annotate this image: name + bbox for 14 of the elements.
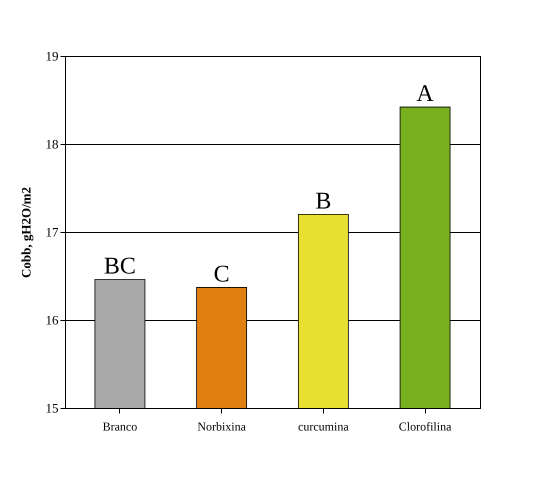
- x-tick-label: Norbixina: [197, 420, 247, 434]
- annotation: BC: [104, 254, 136, 280]
- y-axis-title: Cobb, gH2O/m2: [18, 186, 34, 278]
- x-tick-label: Clorofilina: [398, 420, 452, 434]
- annotation: A: [416, 81, 434, 108]
- y-tick-label: 17: [46, 224, 59, 240]
- y-tick-label: 15: [46, 400, 58, 416]
- x-tick-label: Branco: [102, 420, 138, 434]
- y-tick-label: 18: [46, 136, 58, 152]
- annotation: C: [214, 261, 230, 288]
- y-tick-label: 19: [46, 48, 58, 64]
- x-tick-label: curcumina: [298, 420, 350, 434]
- y-tick-label: 16: [46, 312, 59, 328]
- annotation: B: [315, 188, 332, 214]
